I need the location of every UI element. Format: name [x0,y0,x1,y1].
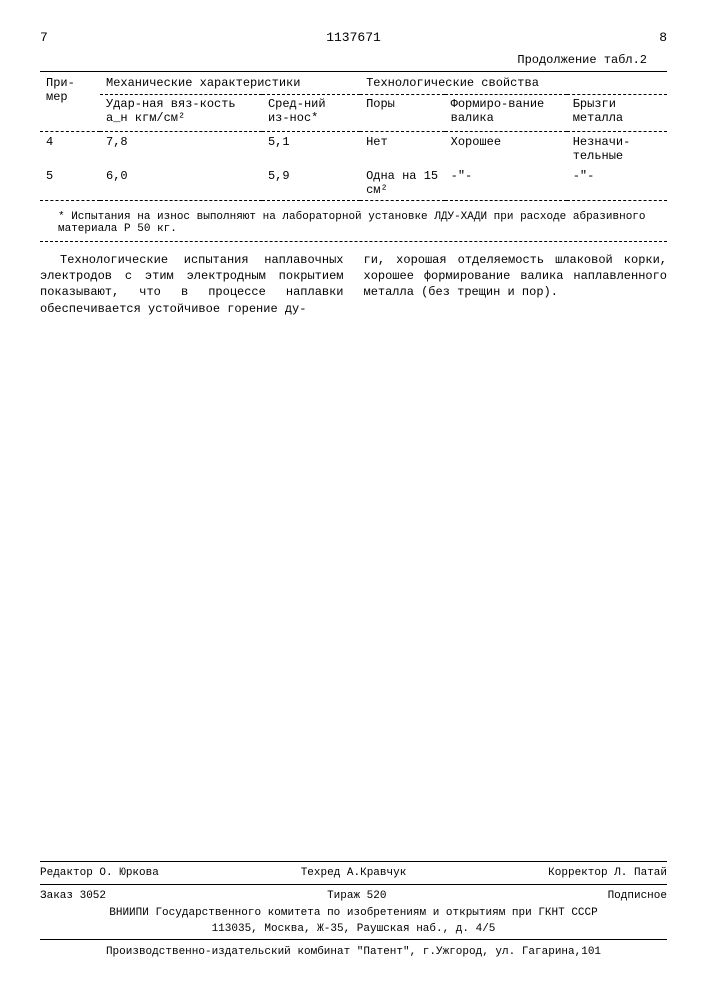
cell-c1: 6,0 [100,166,262,201]
col-primer: При-мер [40,72,100,132]
doc-number: 1137671 [326,30,381,45]
col-impact: Удар-ная вяз-кость а_н кгм/см² [100,95,262,132]
imprint-footer: Редактор О. Юркова Техред А.Кравчук Корр… [40,859,667,960]
col-group-tech: Технологические свойства [360,72,667,95]
cell-c4: Хорошее [445,132,567,167]
col-wear: Сред-ний из-нос* [262,95,360,132]
page-header: 7 1137671 8 [40,30,667,45]
address-label: 113035, Москва, Ж-35, Раушская наб., д. … [40,921,667,937]
properties-table: При-мер Механические характеристики Техн… [40,71,667,201]
col-spatter: Брызги металла [567,95,667,132]
cell-c3: Одна на 15 см² [360,166,445,201]
printer-label: Производственно-издательский комбинат "П… [40,942,667,960]
table-footnote: * Испытания на износ выполняют на лабора… [40,207,667,242]
cell-n: 5 [40,166,100,201]
page-num-right: 8 [659,30,667,45]
col-group-mech: Механические характеристики [100,72,360,95]
org-label: ВНИИПИ Государственного комитета по изоб… [40,905,667,921]
cell-c2: 5,9 [262,166,360,201]
cell-c3: Нет [360,132,445,167]
tech-label: Техред А.Кравчук [301,867,407,879]
corrector-label: Корректор Л. Патай [548,867,667,879]
page-num-left: 7 [40,30,48,45]
cell-c2: 5,1 [262,132,360,167]
editor-label: Редактор О. Юркова [40,867,159,879]
tirazh-label: Тираж 520 [327,890,386,902]
cell-n: 4 [40,132,100,167]
table-row: 5 6,0 5,9 Одна на 15 см² -"- -"- [40,166,667,201]
cell-c5: -"- [567,166,667,201]
table-continuation-label: Продолжение табл.2 [40,53,647,67]
body-col-right: ги, хорошая отделяемость шлаковой корки,… [364,252,668,317]
table-row: 4 7,8 5,1 Нет Хорошее Незначи-тельные [40,132,667,167]
body-col-left: Технологические испытания наплавочных эл… [40,252,344,317]
cell-c4: -"- [445,166,567,201]
subscribe-label: Подписное [608,890,667,902]
col-pores: Поры [360,95,445,132]
cell-c5: Незначи-тельные [567,132,667,167]
order-label: Заказ 3052 [40,890,106,902]
body-paragraph: Технологические испытания наплавочных эл… [40,252,667,317]
col-forming: Формиро-вание валика [445,95,567,132]
cell-c1: 7,8 [100,132,262,167]
